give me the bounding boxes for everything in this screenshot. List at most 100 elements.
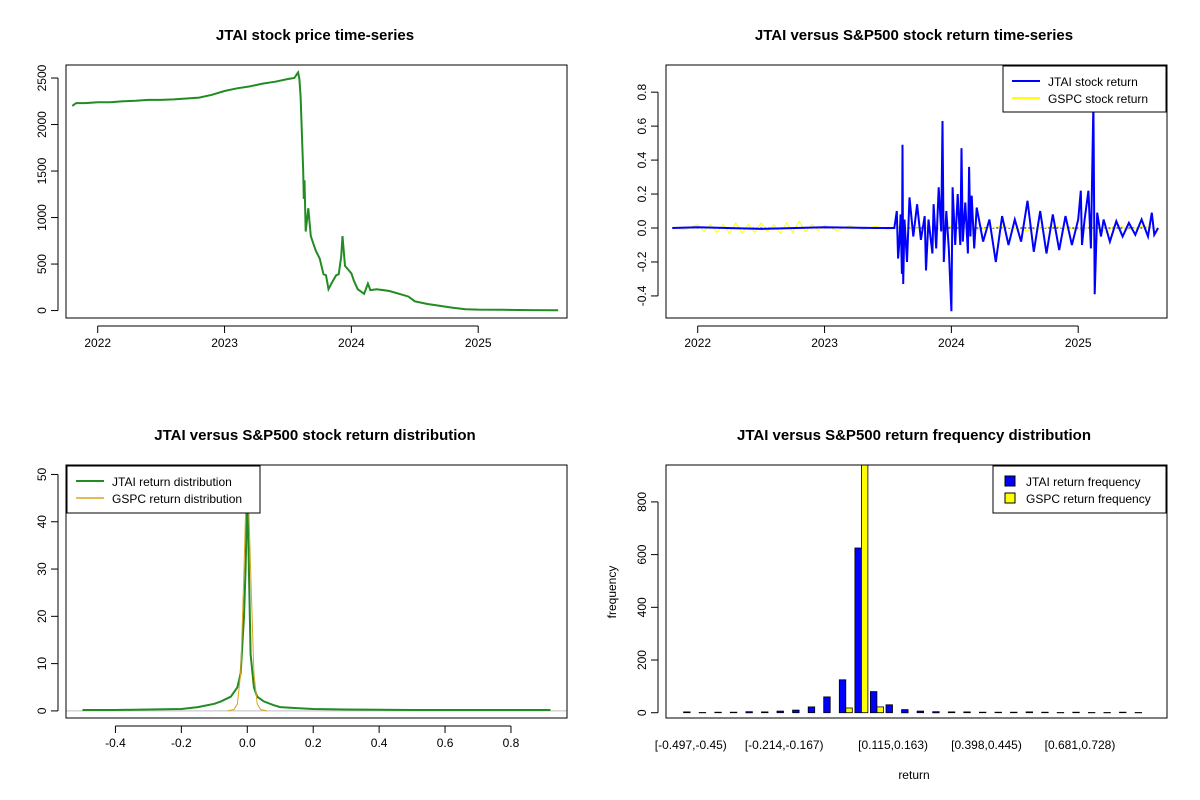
returns-x-tick-label: 2023 (811, 336, 838, 350)
price-x-tick-label: 2025 (465, 336, 492, 350)
frequency-y-tick-label: 600 (635, 544, 649, 564)
legend-label-jtai-density: JTAI return distribution (112, 475, 232, 489)
legend-label-gspc-frequency: GSPC return frequency (1026, 492, 1151, 506)
jtai-frequency-bar (745, 711, 753, 714)
price-y-tick-label: 0 (35, 307, 49, 314)
frequency-y-tick-label: 200 (635, 650, 649, 670)
density-y-tick-label: 40 (35, 515, 49, 529)
gspc-frequency-bar (876, 706, 884, 714)
jtai-frequency-bar (1010, 711, 1018, 714)
density-plot-frame (65, 464, 568, 719)
returns-y-tick-label: -0.2 (635, 251, 649, 272)
density-y-tick-label: 20 (35, 609, 49, 623)
returns-x-tick-label: 2024 (938, 336, 965, 350)
price-y-tick-label: 2500 (35, 64, 49, 91)
jtai-frequency-bar (838, 679, 847, 714)
density-x-tick-label: 0.6 (437, 736, 454, 750)
frequency-x-tick-label: [-0.214,-0.167) (745, 738, 824, 752)
jtai-frequency-bar (1041, 711, 1049, 714)
jtai-frequency-bar (792, 709, 800, 714)
jtai-frequency-bar (1119, 711, 1127, 714)
returns-y-tick-label: 0.2 (635, 185, 649, 202)
legend-label-jtai-return: JTAI stock return (1048, 75, 1138, 89)
density-y-tick-label: 50 (35, 467, 49, 481)
legend-label-gspc-density: GSPC return distribution (112, 492, 242, 506)
legend-label-jtai-frequency: JTAI return frequency (1026, 475, 1141, 489)
price-y-tick-label: 1000 (35, 204, 49, 231)
price-y-tick-label: 500 (35, 254, 49, 274)
price-y-tick-label: 2000 (35, 111, 49, 138)
density-y-tick-label: 0 (35, 707, 49, 714)
frequency-chart-title: JTAI versus S&P500 return frequency dist… (737, 427, 1091, 444)
frequency-x-axis-label: return (898, 768, 929, 782)
jtai-frequency-bar (963, 711, 971, 714)
jtai-frequency-bar (1072, 711, 1080, 714)
returns-x-tick-label: 2022 (684, 336, 711, 350)
gspc-frequency-bar (845, 707, 853, 714)
frequency-y-axis-label: frequency (605, 566, 619, 619)
jtai-frequency-bar (870, 691, 878, 714)
frequency-y-tick-label: 0 (635, 709, 649, 716)
jtai-frequency-bar (823, 696, 831, 714)
frequency-legend: JTAI return frequency GSPC return freque… (992, 465, 1167, 514)
density-x-tick-label: 0.8 (503, 736, 520, 750)
jtai-frequency-bar (776, 710, 784, 714)
density-x-tick-label: -0.4 (105, 736, 126, 750)
frequency-x-tick-label: [0.115,0.163) (858, 738, 928, 752)
density-chart-title: JTAI versus S&P500 stock return distribu… (154, 427, 475, 444)
jtai-frequency-bar (807, 706, 816, 714)
returns-y-tick-label: 0.0 (635, 219, 649, 236)
gspc-frequency-bar (861, 464, 869, 714)
density-legend: JTAI return distribution GSPC return dis… (66, 465, 261, 514)
jtai-frequency-bar (854, 547, 862, 714)
jtai-frequency-bar (947, 711, 956, 714)
frequency-y-tick-label: 400 (635, 597, 649, 617)
density-x-tick-label: -0.2 (171, 736, 192, 750)
price-x-tick-label: 2024 (338, 336, 365, 350)
returns-y-tick-label: 0.6 (635, 117, 649, 134)
price-x-tick-label: 2023 (211, 336, 238, 350)
returns-legend-box (1002, 65, 1167, 113)
legend-swatch-jtai-frequency (1004, 475, 1016, 487)
returns-y-tick-label: 0.4 (635, 151, 649, 168)
legend-label-gspc-return: GSPC stock return (1048, 92, 1148, 106)
frequency-x-tick-label: [0.681,0.728) (1045, 738, 1116, 752)
returns-chart-title: JTAI versus S&P500 stock return time-ser… (755, 27, 1073, 44)
frequency-x-tick-label: [-0.497,-0.45) (655, 738, 727, 752)
frequency-x-tick-label: [0.398,0.445) (951, 738, 1022, 752)
price-plot-frame (65, 64, 568, 319)
density-panel: JTAI versus S&P500 stock return distribu… (35, 427, 568, 750)
frequency-y-tick-label: 800 (635, 492, 649, 512)
returns-legend: JTAI stock return GSPC stock return (1002, 65, 1167, 113)
price-x-tick-label: 2022 (84, 336, 111, 350)
price-y-tick-label: 1500 (35, 157, 49, 184)
jtai-price-line (71, 69, 559, 312)
jtai-frequency-bar (714, 711, 722, 714)
density-x-tick-label: 0.0 (239, 736, 256, 750)
jtai-frequency-bar (901, 709, 909, 714)
density-y-tick-label: 30 (35, 562, 49, 576)
jtai-density-line (82, 488, 551, 711)
returns-panel: JTAI versus S&P500 stock return time-ser… (635, 27, 1168, 350)
jtai-frequency-bar (979, 711, 987, 714)
density-x-tick-label: 0.2 (305, 736, 322, 750)
jtai-frequency-bar (994, 711, 1002, 714)
density-legend-box (66, 465, 261, 514)
jtai-frequency-bar (932, 711, 940, 714)
jtai-return-line (672, 102, 1159, 312)
jtai-frequency-bar (761, 711, 769, 714)
jtai-frequency-bar (916, 710, 924, 714)
price-panel: JTAI stock price time-series 2022 2023 202… (35, 27, 568, 350)
returns-y-tick-label: 0.8 (635, 84, 649, 101)
jtai-frequency-bar (885, 704, 893, 714)
density-x-tick-label: 0.4 (371, 736, 388, 750)
returns-y-tick-label: -0.4 (635, 285, 649, 306)
frequency-legend-box (992, 465, 1167, 514)
frequency-plot-frame (665, 464, 1168, 719)
jtai-frequency-bar (1025, 711, 1033, 714)
jtai-frequency-bar (729, 711, 738, 714)
density-y-tick-label: 10 (35, 657, 49, 671)
returns-plot-frame (665, 64, 1168, 319)
returns-x-tick-label: 2025 (1065, 336, 1092, 350)
